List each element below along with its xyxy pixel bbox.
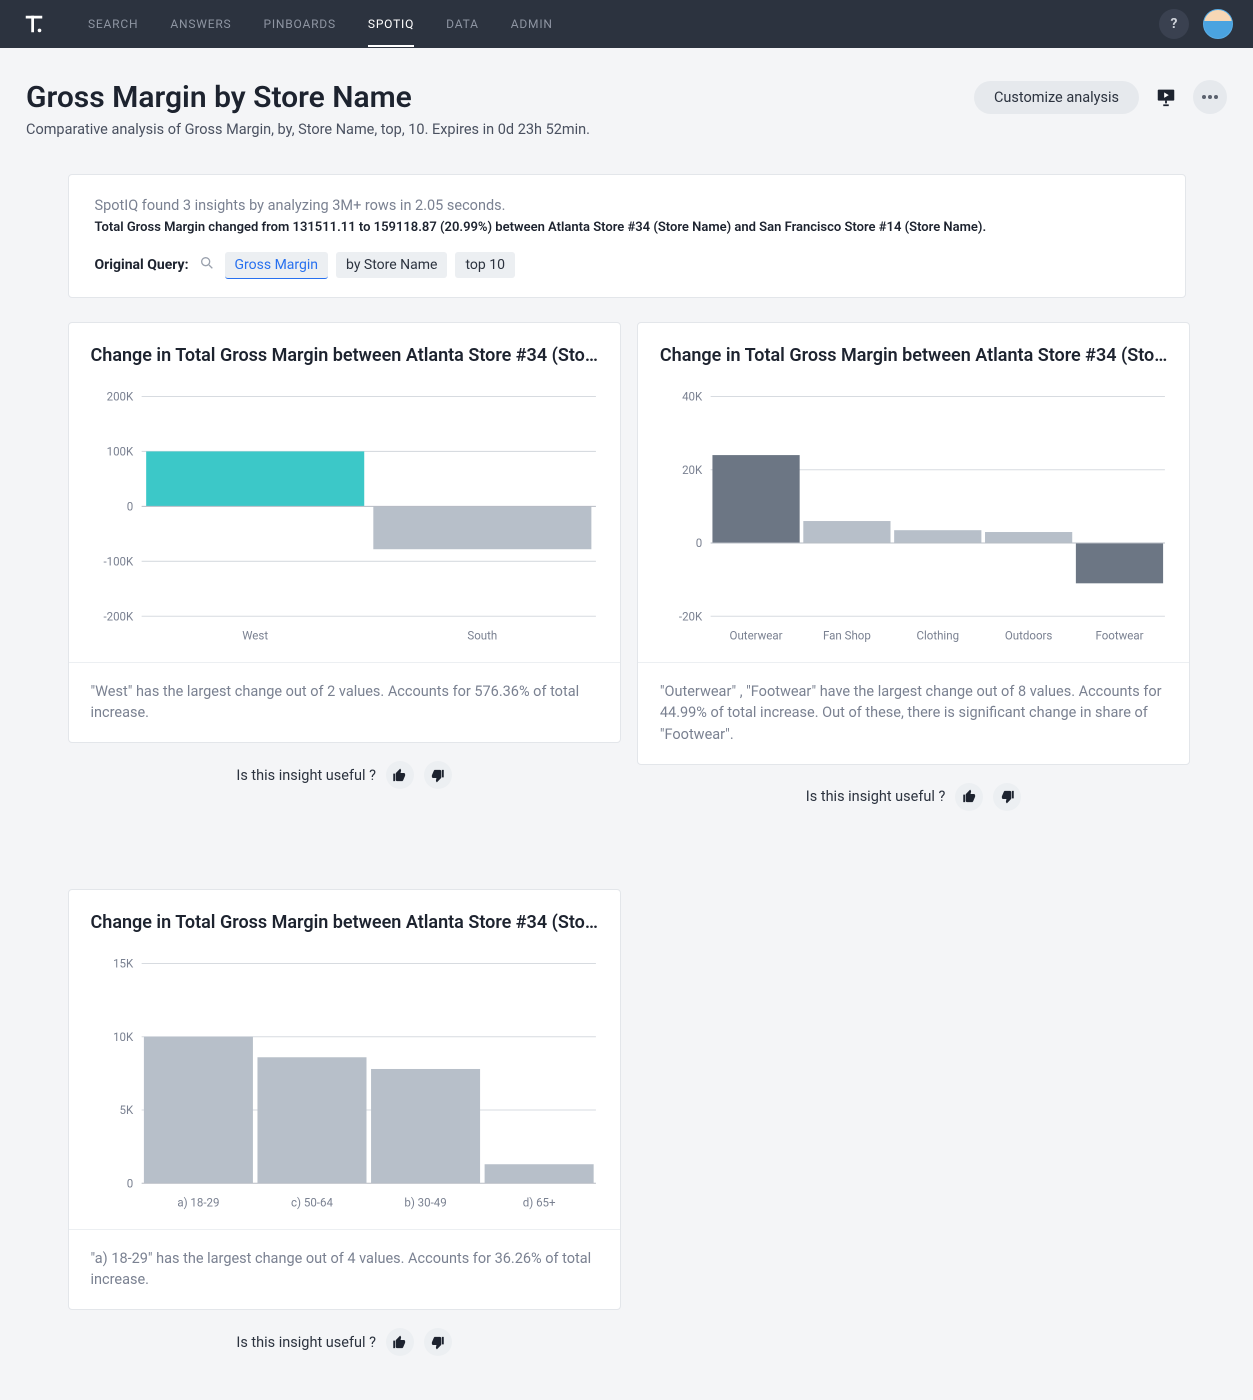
present-icon[interactable] [1151, 84, 1181, 110]
summary-stats: SpotIQ found 3 insights by analyzing 3M+… [95, 197, 1159, 214]
insight-title: Change in Total Gross Margin between Atl… [69, 890, 620, 943]
svg-text:15K: 15K [113, 957, 134, 971]
page-header: Gross Margin by Store Name Comparative a… [26, 80, 1227, 138]
insight-card: Change in Total Gross Margin between Atl… [68, 322, 621, 743]
svg-text:Footwear: Footwear [1095, 628, 1143, 642]
svg-text:40K: 40K [682, 390, 703, 404]
svg-text:200K: 200K [106, 390, 133, 404]
insight-title: Change in Total Gross Margin between Atl… [69, 323, 620, 376]
insight-cell: Change in Total Gross Margin between Atl… [637, 322, 1190, 815]
svg-text:a) 18-29: a) 18-29 [177, 1195, 219, 1209]
page-subtitle: Comparative analysis of Gross Margin, by… [26, 121, 590, 138]
page-title: Gross Margin by Store Name [26, 80, 590, 115]
svg-text:0: 0 [696, 536, 702, 550]
thumbs-up-icon[interactable] [386, 761, 414, 789]
insight-feedback: Is this insight useful ? [637, 765, 1190, 815]
thumbs-down-icon[interactable] [424, 761, 452, 789]
svg-text:-100K: -100K [103, 555, 134, 569]
thumbs-down-icon[interactable] [993, 783, 1021, 811]
insight-chart: 15K 10K 5K 0 a) 18-29 c) 50-64 b) 30-49 d) 65+ [69, 943, 620, 1229]
original-query-label: Original Query: [95, 257, 189, 273]
svg-text:Clothing: Clothing [916, 628, 959, 642]
thumbs-up-icon[interactable] [955, 783, 983, 811]
summary-headline: Total Gross Margin changed from 131511.1… [95, 220, 1159, 235]
insight-title: Change in Total Gross Margin between Atl… [638, 323, 1189, 376]
svg-text:West: West [242, 628, 268, 642]
svg-text:Outdoors: Outdoors [1005, 628, 1053, 642]
svg-text:c) 50-64: c) 50-64 [291, 1195, 333, 1209]
svg-text:b) 30-49: b) 30-49 [404, 1195, 446, 1209]
insight-feedback: Is this insight useful ? [68, 743, 621, 793]
thumbs-down-icon[interactable] [424, 1328, 452, 1356]
help-icon[interactable]: ? [1159, 9, 1189, 39]
nav-items: SEARCH ANSWERS PINBOARDS SPOTIQ DATA ADMIN [88, 1, 1159, 47]
svg-text:Fan Shop: Fan Shop [823, 628, 871, 642]
query-chip[interactable]: Gross Margin [225, 252, 329, 279]
top-nav: SEARCH ANSWERS PINBOARDS SPOTIQ DATA ADMIN ? [0, 0, 1253, 48]
nav-item-admin[interactable]: ADMIN [511, 1, 553, 47]
svg-text:South: South [467, 628, 497, 642]
nav-item-search[interactable]: SEARCH [88, 1, 138, 47]
insight-explanation: "West" has the largest change out of 2 v… [69, 662, 620, 743]
summary-card: SpotIQ found 3 insights by analyzing 3M+… [68, 174, 1186, 298]
logo[interactable] [20, 10, 48, 38]
feedback-prompt: Is this insight useful ? [806, 788, 946, 805]
svg-text:-20K: -20K [679, 609, 703, 623]
customize-analysis-button[interactable]: Customize analysis [974, 81, 1139, 114]
insight-cell: Change in Total Gross Margin between Atl… [68, 889, 621, 1360]
more-icon[interactable] [1193, 80, 1227, 114]
avatar[interactable] [1203, 9, 1233, 39]
original-query: Original Query: Gross Marginby Store Nam… [95, 255, 1159, 275]
thumbs-up-icon[interactable] [386, 1328, 414, 1356]
insight-explanation: "a) 18-29" has the largest change out of… [69, 1229, 620, 1310]
feedback-prompt: Is this insight useful ? [236, 1334, 376, 1351]
header-actions: Customize analysis [974, 80, 1227, 114]
insight-explanation: "Outerwear" , "Footwear" have the larges… [638, 662, 1189, 764]
svg-text:Outerwear: Outerwear [729, 628, 782, 642]
nav-item-spotiq[interactable]: SPOTIQ [368, 1, 414, 47]
svg-text:10K: 10K [113, 1030, 134, 1044]
svg-text:20K: 20K [682, 463, 703, 477]
svg-text:100K: 100K [106, 445, 133, 459]
nav-item-data[interactable]: DATA [446, 1, 479, 47]
search-icon [199, 255, 215, 275]
insight-cell: Change in Total Gross Margin between Atl… [68, 322, 621, 815]
nav-item-pinboards[interactable]: PINBOARDS [263, 1, 335, 47]
insight-chart: 40K 20K 0 -20K Outerwear Fan Shop Clothing Outd… [638, 376, 1189, 662]
query-chip[interactable]: top 10 [455, 252, 515, 278]
insight-card: Change in Total Gross Margin between Atl… [637, 322, 1190, 765]
insight-chart: 200K 100K 0 -100K -200K West South [69, 376, 620, 662]
svg-text:d) 65+: d) 65+ [522, 1195, 555, 1209]
svg-text:0: 0 [126, 1176, 132, 1190]
svg-text:5K: 5K [119, 1103, 133, 1117]
insight-feedback: Is this insight useful ? [68, 1310, 621, 1360]
nav-right: ? [1159, 9, 1233, 39]
feedback-prompt: Is this insight useful ? [236, 767, 376, 784]
query-chip[interactable]: by Store Name [336, 252, 447, 278]
nav-item-answers[interactable]: ANSWERS [170, 1, 231, 47]
insight-card: Change in Total Gross Margin between Atl… [68, 889, 621, 1310]
svg-text:-200K: -200K [103, 609, 134, 623]
svg-text:0: 0 [126, 500, 132, 514]
